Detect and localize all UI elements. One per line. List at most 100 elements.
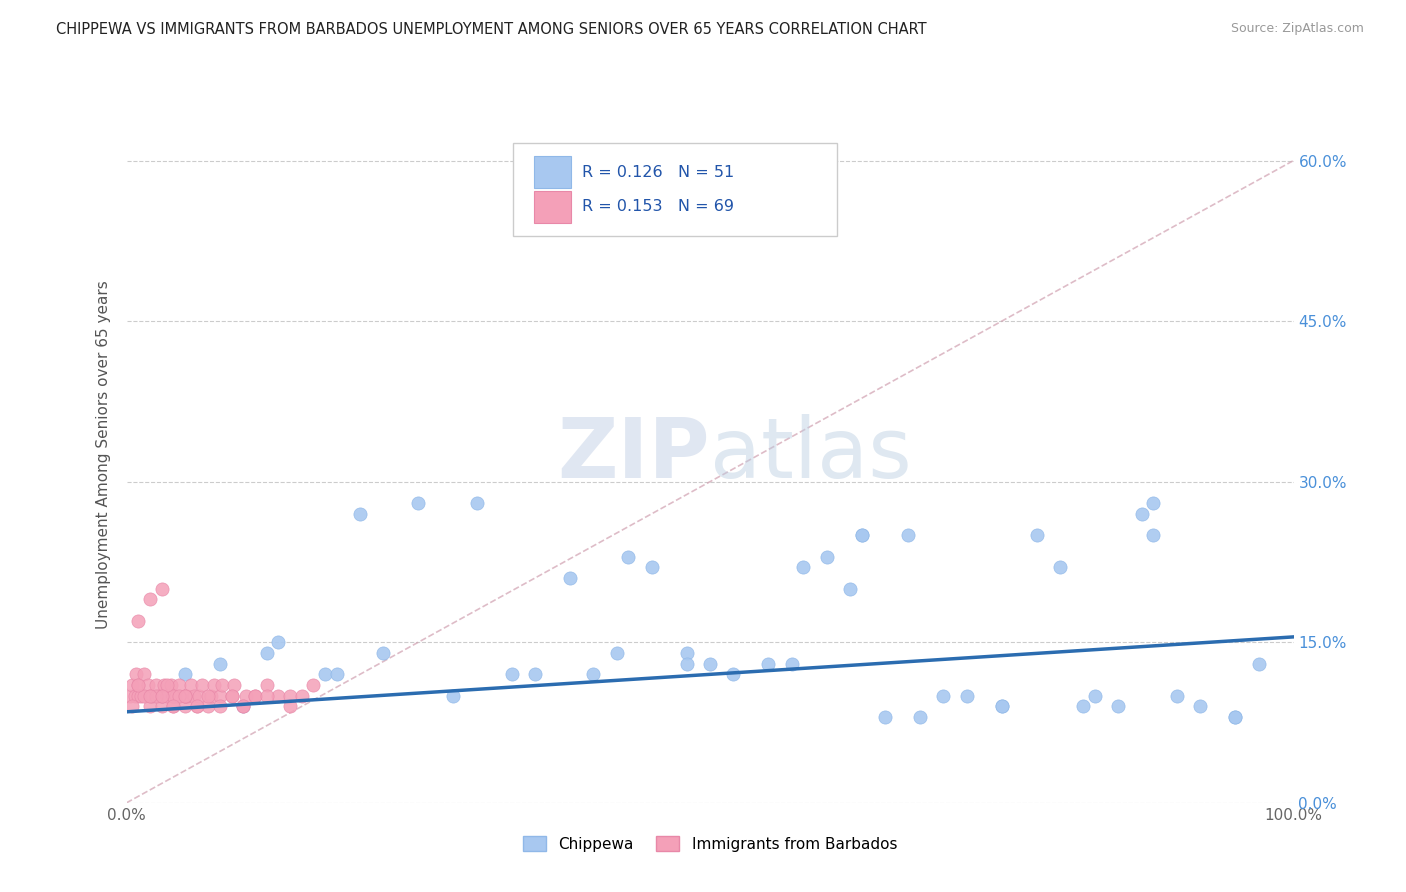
- Point: [127, 614, 149, 628]
- Point: [162, 689, 184, 703]
- Point: [150, 699, 173, 714]
- Point: [1189, 699, 1212, 714]
- Text: atlas: atlas: [710, 415, 911, 495]
- Point: [118, 689, 141, 703]
- Point: [897, 528, 920, 542]
- Point: [150, 582, 173, 596]
- Point: [851, 528, 873, 542]
- Point: [267, 689, 290, 703]
- Point: [139, 592, 162, 607]
- Point: [232, 699, 254, 714]
- Point: [167, 689, 190, 703]
- Point: [302, 678, 325, 692]
- Text: Source: ZipAtlas.com: Source: ZipAtlas.com: [1230, 22, 1364, 36]
- Point: [1049, 560, 1071, 574]
- Point: [1166, 689, 1188, 703]
- Point: [582, 667, 605, 681]
- Point: [1130, 507, 1153, 521]
- Point: [124, 689, 146, 703]
- Point: [186, 699, 208, 714]
- Point: [208, 657, 231, 671]
- Point: [156, 678, 179, 692]
- Point: [180, 678, 202, 692]
- Point: [524, 667, 547, 681]
- Point: [141, 689, 163, 703]
- Point: [208, 689, 231, 703]
- Point: [162, 699, 184, 714]
- Point: [127, 678, 149, 692]
- Point: [956, 689, 979, 703]
- Point: [165, 689, 187, 703]
- Point: [232, 699, 254, 714]
- Point: [256, 646, 278, 660]
- Point: [232, 699, 254, 714]
- Point: [136, 678, 159, 692]
- Point: [314, 667, 336, 681]
- Point: [162, 689, 184, 703]
- Point: [197, 689, 219, 703]
- Point: [174, 699, 197, 714]
- Point: [150, 689, 173, 703]
- Point: [156, 689, 179, 703]
- Text: R = 0.153   N = 69: R = 0.153 N = 69: [582, 200, 734, 214]
- Point: [139, 689, 162, 703]
- Point: [174, 689, 197, 703]
- Point: [148, 689, 170, 703]
- Text: ZIP: ZIP: [558, 415, 710, 495]
- Point: [1142, 496, 1164, 510]
- Point: [145, 689, 167, 703]
- Point: [139, 689, 162, 703]
- Point: [221, 689, 243, 703]
- Point: [150, 689, 173, 703]
- Point: [222, 678, 245, 692]
- Point: [325, 667, 347, 681]
- Point: [176, 689, 198, 703]
- Text: R = 0.126   N = 51: R = 0.126 N = 51: [582, 165, 734, 179]
- Text: CHIPPEWA VS IMMIGRANTS FROM BARBADOS UNEMPLOYMENT AMONG SENIORS OVER 65 YEARS CO: CHIPPEWA VS IMMIGRANTS FROM BARBADOS UNE…: [56, 22, 927, 37]
- Point: [1073, 699, 1095, 714]
- Point: [792, 560, 814, 574]
- Point: [815, 549, 838, 564]
- Y-axis label: Unemployment Among Seniors over 65 years: Unemployment Among Seniors over 65 years: [96, 281, 111, 629]
- Point: [162, 699, 184, 714]
- Point: [174, 667, 197, 681]
- Point: [1025, 528, 1047, 542]
- Point: [1223, 710, 1247, 724]
- Point: [191, 678, 214, 692]
- Point: [640, 560, 664, 574]
- Point: [174, 689, 197, 703]
- Point: [139, 699, 162, 714]
- Point: [723, 667, 745, 681]
- Point: [756, 657, 779, 671]
- Point: [617, 549, 640, 564]
- Point: [121, 678, 143, 692]
- Point: [851, 528, 873, 542]
- Point: [1142, 528, 1164, 542]
- Point: [129, 689, 152, 703]
- Point: [121, 699, 143, 714]
- Point: [145, 678, 167, 692]
- Point: [183, 689, 205, 703]
- Point: [675, 657, 697, 671]
- Point: [235, 689, 257, 703]
- Point: [932, 689, 955, 703]
- Point: [202, 678, 225, 692]
- Point: [132, 689, 155, 703]
- Point: [908, 710, 931, 724]
- Point: [125, 667, 148, 681]
- Point: [200, 689, 222, 703]
- Point: [990, 699, 1012, 714]
- Point: [780, 657, 803, 671]
- Point: [243, 689, 266, 703]
- Point: [408, 496, 430, 510]
- Point: [132, 667, 155, 681]
- Point: [127, 689, 149, 703]
- Point: [1084, 689, 1107, 703]
- Point: [349, 507, 371, 521]
- Point: [990, 699, 1012, 714]
- Point: [1247, 657, 1270, 671]
- Point: [501, 667, 523, 681]
- Point: [187, 689, 209, 703]
- Point: [875, 710, 897, 724]
- Point: [441, 689, 464, 703]
